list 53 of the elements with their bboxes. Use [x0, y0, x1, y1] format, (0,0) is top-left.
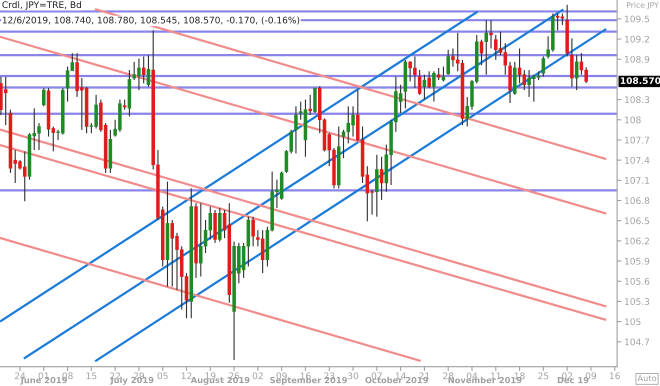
candlestick — [422, 74, 426, 100]
y-tick-label: 109.5 — [625, 16, 650, 22]
candlestick — [142, 56, 146, 84]
text: Auto — [637, 375, 656, 382]
candlestick — [251, 216, 255, 247]
x-tick-label: 07 — [372, 372, 382, 380]
y-tick-label: 108 — [625, 116, 641, 124]
candlestick — [432, 70, 436, 102]
y-tick-label: 106.8 — [625, 197, 650, 204]
candlestick — [313, 88, 317, 114]
candlestick — [484, 20, 488, 76]
candlestick — [375, 154, 379, 218]
x-tick-label: 02 — [562, 372, 572, 380]
candlestick — [122, 99, 126, 110]
candlestick — [4, 76, 8, 126]
y-tick-label: 107.1 — [625, 177, 650, 184]
candlestick — [446, 49, 450, 76]
candlestick — [570, 38, 574, 88]
candlestick — [427, 70, 431, 89]
candlestick — [42, 88, 46, 107]
x-tick-label: 05 — [158, 372, 168, 380]
candlestick — [308, 94, 312, 116]
candlestick — [480, 39, 484, 66]
candlestick — [146, 54, 150, 88]
candlestick — [442, 66, 446, 82]
x-tick-label: 02 — [252, 372, 263, 380]
candlestick — [380, 156, 384, 200]
x-tick-label: 25 — [538, 372, 548, 380]
y-tick-label: 104.7 — [625, 338, 650, 346]
chart-title: Crdl, JPY=TRE, Bd — [2, 1, 82, 10]
candlestick — [418, 69, 422, 96]
y-tick-label: 105.3 — [625, 298, 650, 305]
text: 12/6/2019, 108.740, 108.780, 108.545, 108.570, -0.170, (-0.16%) — [2, 16, 300, 25]
x-tick-label: 12 — [182, 372, 192, 380]
y-tick-label: 108.9 — [625, 56, 650, 63]
y-tick-label: 105 — [625, 318, 640, 326]
y-tick-label: 108.3 — [625, 96, 650, 104]
candlestick — [436, 67, 440, 81]
y-tick-label: 107.4 — [625, 156, 650, 164]
candlestick — [574, 54, 578, 91]
x-tick-label: 24 — [14, 372, 26, 380]
y-tick-label: 105.6 — [625, 278, 650, 285]
y-tick-label: 106.5 — [625, 217, 650, 224]
candlestick — [489, 20, 493, 49]
x-tick-label: 30 — [348, 372, 358, 380]
candlestick — [294, 106, 298, 154]
y-tick-label: 106.2 — [625, 238, 649, 244]
y-tick-label: 105.9 — [625, 258, 650, 265]
y-tick-label: 107.7 — [625, 136, 650, 144]
candlestick — [542, 56, 546, 78]
x-tick-label: 16 — [610, 372, 620, 380]
x-tick-label: 15 — [86, 372, 96, 380]
y-tick-label: 109.2 — [625, 36, 649, 43]
